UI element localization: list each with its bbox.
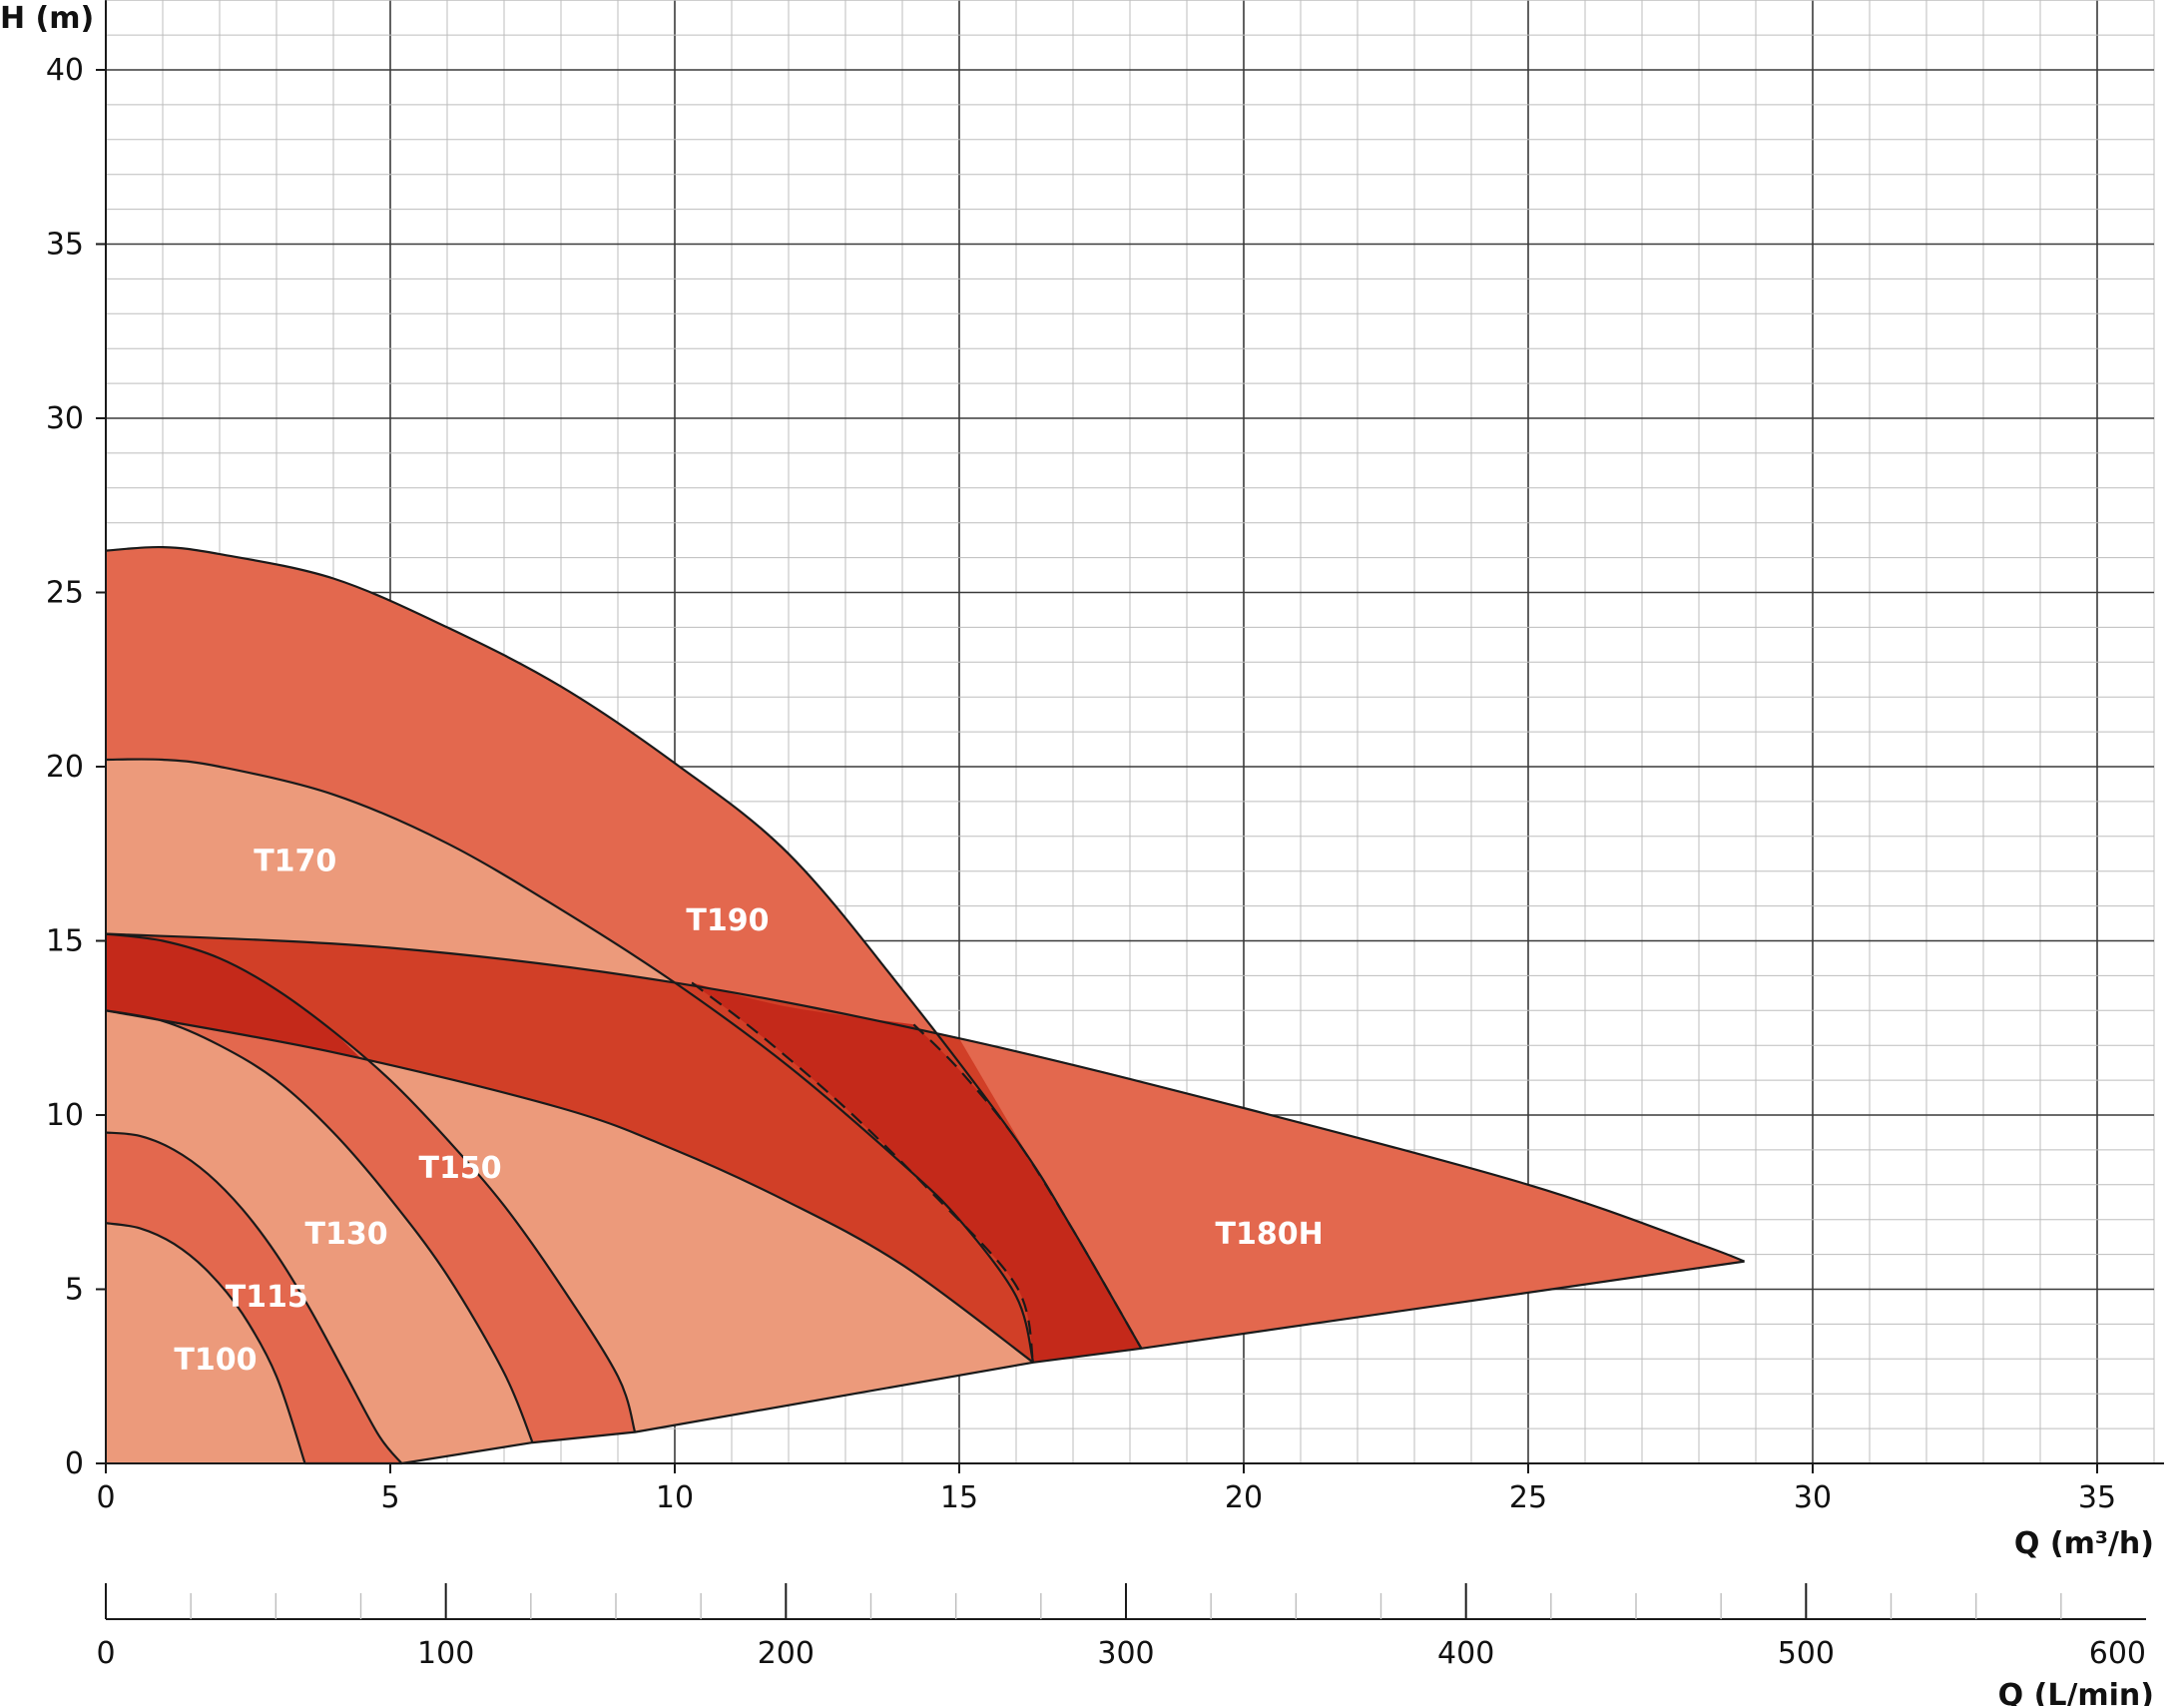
y-tick-label: 35 <box>46 228 84 263</box>
y-tick-label: 10 <box>46 1098 84 1133</box>
secondary-x-tick-label: 200 <box>758 1636 815 1671</box>
fill-darkest <box>692 982 1142 1363</box>
curve-t115 <box>105 1131 403 1464</box>
x-tick-label: 30 <box>1794 1480 1832 1515</box>
secondary-x-tick-label: 100 <box>417 1636 474 1671</box>
series-label-t115: T115 <box>226 1280 308 1315</box>
curve-dashed <box>691 981 1035 1364</box>
y-tick-label: 20 <box>46 750 84 785</box>
y-tick-label: 15 <box>46 924 84 959</box>
series-label-t100: T100 <box>174 1343 257 1378</box>
curve-dashed-t190 <box>912 1023 1143 1350</box>
secondary-x-tick-label: 600 <box>2089 1636 2146 1671</box>
y-axis-title: H (m) <box>0 1 94 36</box>
y-tick-label: 30 <box>46 401 84 436</box>
x-tick-label: 35 <box>2078 1480 2116 1515</box>
secondary-x-tick-label: 400 <box>1437 1636 1494 1671</box>
curve-fills <box>106 547 1745 1463</box>
labels: T100 T115 T130 T150 T170 T180H T190 <box>174 845 1323 1378</box>
curve-t150 <box>105 932 637 1432</box>
y-tick-label: 40 <box>46 53 84 88</box>
x-tick-label: 15 <box>940 1480 978 1515</box>
x-tick-label: 10 <box>656 1480 694 1515</box>
fill-t150-top <box>106 933 362 1060</box>
series-label-t190: T190 <box>686 903 769 938</box>
secondary-x-tick-label: 300 <box>1097 1636 1154 1671</box>
y-tick-label: 0 <box>65 1446 84 1481</box>
x-tick-label: 20 <box>1225 1480 1263 1515</box>
curve-lines <box>105 545 1745 1465</box>
series-label-t130: T130 <box>305 1217 388 1252</box>
x-tick-label: 0 <box>96 1480 115 1515</box>
curve-t180h <box>105 932 1745 1263</box>
fill-t100 <box>106 1223 305 1463</box>
y-tick-label: 25 <box>46 576 84 611</box>
x-tick-label: 25 <box>1509 1480 1547 1515</box>
secondary-x-tick-label: 500 <box>1778 1636 1835 1671</box>
x-tick-label: 5 <box>380 1480 399 1515</box>
y-tick-label: 5 <box>65 1273 84 1308</box>
secondary-x-tick-label: 0 <box>96 1636 115 1671</box>
curve-t180h-lower <box>105 1009 1034 1364</box>
curve-t100 <box>105 1222 306 1464</box>
x-axis-title: Q (m³/h) <box>2014 1526 2154 1561</box>
curve-t130 <box>105 1009 534 1443</box>
series-label-t150: T150 <box>419 1151 502 1186</box>
series-label-t180h: T180H <box>1216 1217 1324 1252</box>
secondary-x-axis-title: Q (L/min) <box>1998 1678 2154 1706</box>
series-label-t170: T170 <box>254 845 336 879</box>
